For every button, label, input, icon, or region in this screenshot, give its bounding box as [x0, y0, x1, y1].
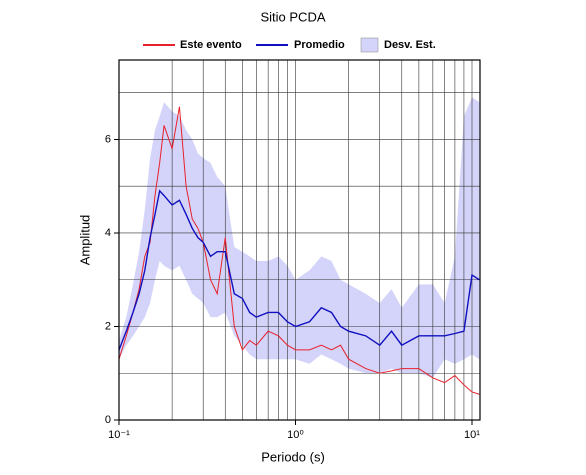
x-tick-label: 10⁰: [287, 429, 304, 441]
x-tick-label: 10¹: [464, 429, 480, 441]
y-axis-label: Amplitud: [77, 215, 92, 266]
series-line: [118, 106, 480, 395]
legend-label: Desv. Est.: [384, 39, 436, 51]
legend-label: Promedio: [294, 39, 345, 51]
y-tick-label: 2: [105, 320, 111, 332]
legend-swatch: [360, 37, 379, 53]
y-tick-label: 0: [105, 414, 111, 426]
legend-label: Este evento: [180, 39, 242, 51]
chart-title: Sitio PCDA: [260, 9, 325, 24]
x-tick-label: 10⁻¹: [108, 429, 130, 441]
y-tick-label: 6: [105, 133, 111, 145]
std-band: [119, 97, 480, 378]
x-axis-label: Periodo (s): [261, 449, 325, 464]
plot-frame: [118, 59, 481, 421]
y-tick-label: 4: [105, 227, 111, 239]
series-line: [118, 189, 480, 351]
